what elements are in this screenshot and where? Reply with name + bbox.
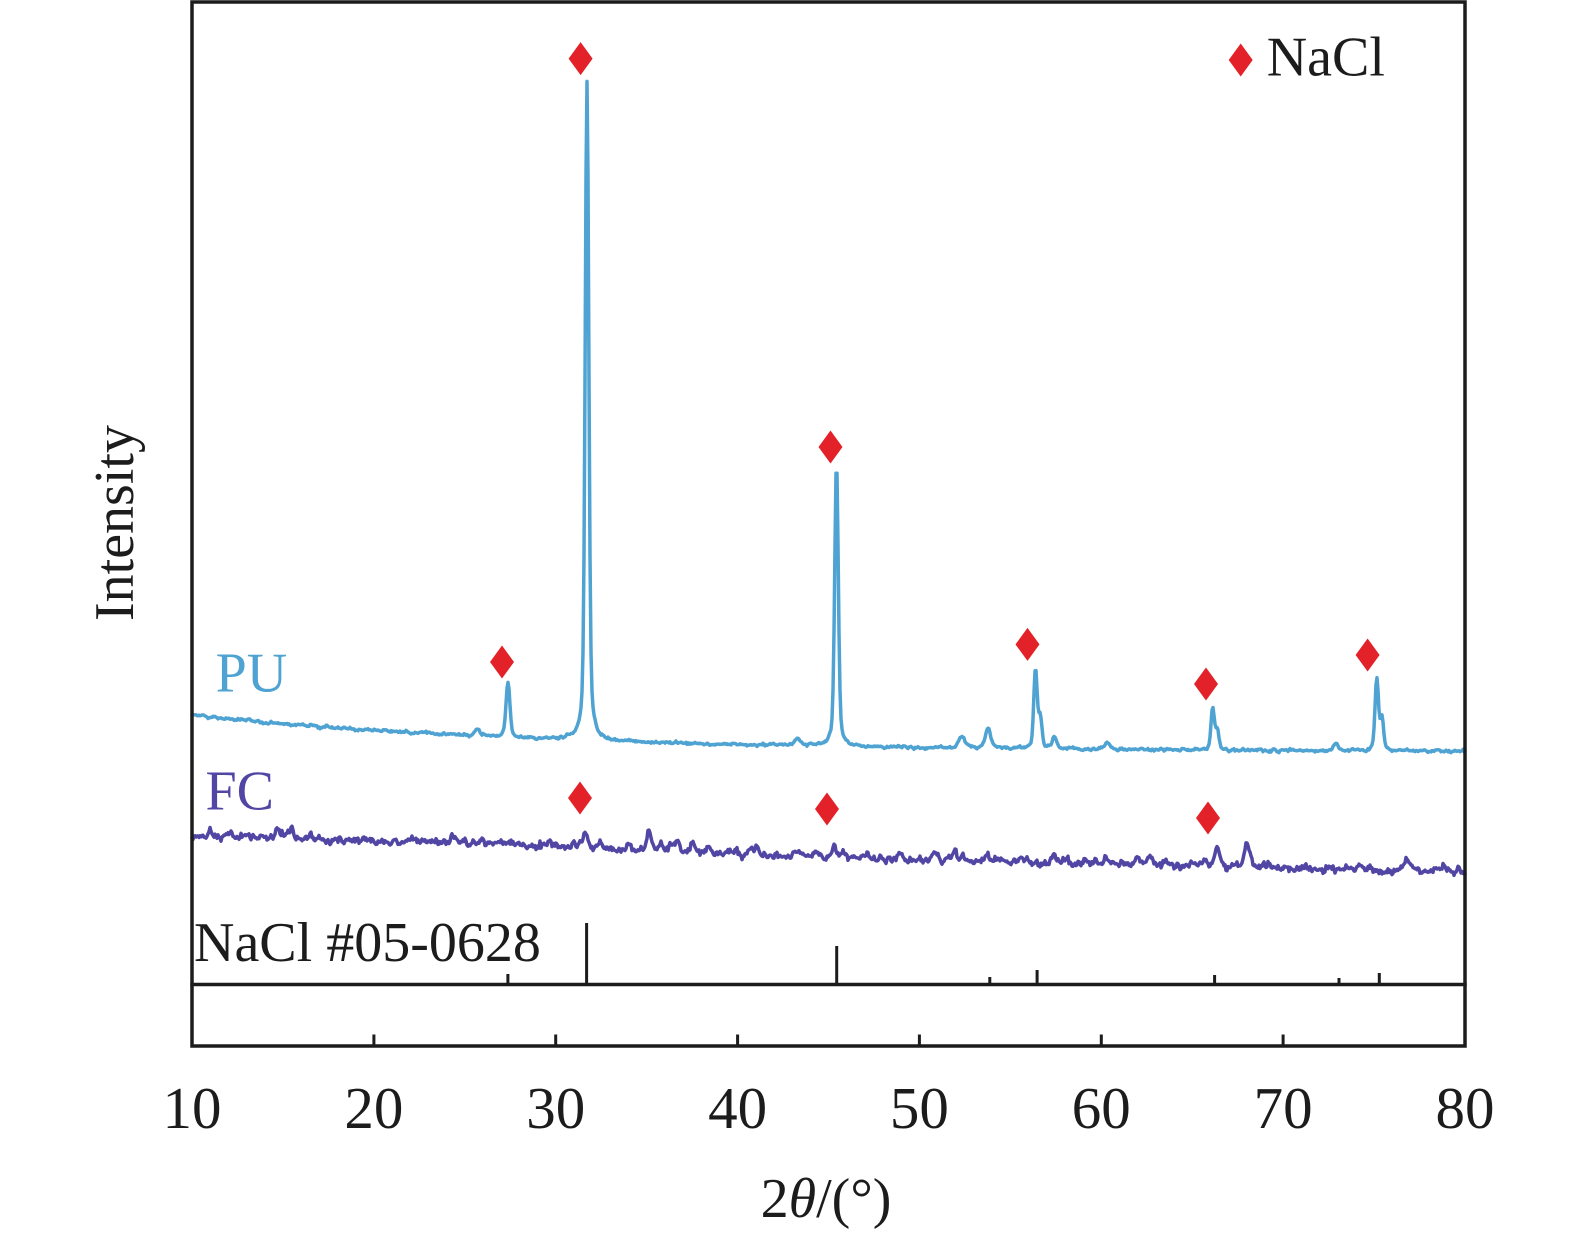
svg-text:NaCl: NaCl — [1267, 27, 1385, 89]
svg-text:60: 60 — [1072, 1075, 1131, 1141]
svg-text:Intensity: Intensity — [84, 425, 146, 621]
svg-text:80: 80 — [1436, 1075, 1495, 1141]
svg-text:20: 20 — [344, 1075, 403, 1141]
svg-text:10: 10 — [163, 1075, 222, 1141]
svg-text:2θ/(°): 2θ/(°) — [761, 1168, 892, 1230]
svg-text:40: 40 — [708, 1075, 767, 1141]
svg-text:50: 50 — [890, 1075, 949, 1141]
svg-text:NaCl #05-0628: NaCl #05-0628 — [194, 912, 541, 974]
svg-text:FC: FC — [206, 761, 275, 823]
svg-text:70: 70 — [1254, 1075, 1313, 1141]
svg-text:PU: PU — [216, 643, 288, 705]
svg-text:30: 30 — [526, 1075, 585, 1141]
